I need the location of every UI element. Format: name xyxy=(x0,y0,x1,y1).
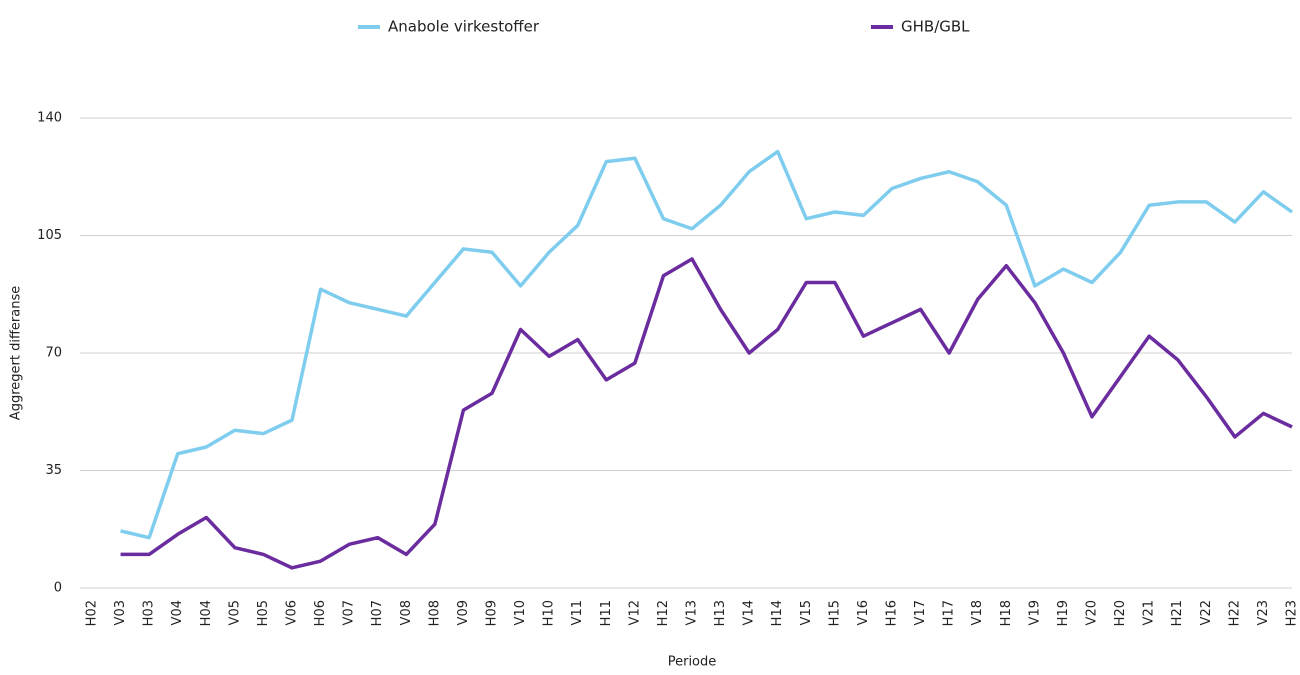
x-tick-label: V14 xyxy=(742,600,757,625)
series-line xyxy=(120,149,1294,540)
x-tick-label: H08 xyxy=(427,600,442,626)
x-tick-label: H05 xyxy=(256,600,271,626)
x-tick-label: H04 xyxy=(199,600,214,626)
y-tick-label: 70 xyxy=(45,346,62,361)
x-tick-label: H03 xyxy=(142,600,157,626)
legend-label: Anabole virkestoffer xyxy=(388,18,540,36)
x-tick-label: H22 xyxy=(1227,600,1242,626)
x-tick-label: H13 xyxy=(713,600,728,626)
x-tick-label: V11 xyxy=(570,600,585,625)
x-tick-label: H07 xyxy=(370,600,385,626)
x-tick-label: V06 xyxy=(285,600,300,625)
x-tick-label: H16 xyxy=(885,600,900,626)
x-tick-label: H19 xyxy=(1056,600,1071,626)
x-tick-label: H21 xyxy=(1170,600,1185,626)
x-tick-label: V19 xyxy=(1027,600,1042,625)
x-tick-label: H09 xyxy=(485,600,500,626)
x-tick-label: V22 xyxy=(1199,600,1214,625)
x-tick-label: H17 xyxy=(942,600,957,626)
x-tick-label: H14 xyxy=(770,600,785,626)
x-tick-label: V12 xyxy=(627,600,642,625)
x-tick-label: H20 xyxy=(1113,600,1128,626)
x-tick-label: V23 xyxy=(1256,600,1271,625)
x-tick-label: V21 xyxy=(1142,600,1157,625)
y-tick-label: 105 xyxy=(37,228,62,243)
x-tick-label: H23 xyxy=(1285,600,1300,626)
x-tick-label: V08 xyxy=(399,600,414,625)
x-tick-label: V05 xyxy=(227,600,242,625)
x-tick-label: V09 xyxy=(456,600,471,625)
x-tick-label: V13 xyxy=(685,600,700,625)
x-tick-label: H11 xyxy=(599,600,614,626)
y-tick-label: 0 xyxy=(54,581,62,596)
x-tick-label: V07 xyxy=(342,600,357,625)
x-tick-label: V10 xyxy=(513,600,528,625)
x-tick-label: V20 xyxy=(1085,600,1100,625)
x-tick-label: V16 xyxy=(856,600,871,625)
x-tick-label: H18 xyxy=(999,600,1014,626)
x-tick-label: H06 xyxy=(313,600,328,626)
x-tick-label: H10 xyxy=(542,600,557,626)
legend-label: GHB/GBL xyxy=(901,18,970,36)
y-axis-label: Aggregert differanse xyxy=(9,286,24,420)
series-line xyxy=(120,257,1293,570)
x-tick-label: V17 xyxy=(913,600,928,625)
x-tick-label: H02 xyxy=(85,600,100,626)
y-tick-label: 140 xyxy=(37,111,62,126)
x-tick-label: V03 xyxy=(113,600,128,625)
x-axis-label: Periode xyxy=(668,655,717,670)
x-tick-label: V18 xyxy=(970,600,985,625)
x-tick-label: V04 xyxy=(170,600,185,625)
x-tick-label: H15 xyxy=(827,600,842,626)
x-tick-label: V15 xyxy=(799,600,814,625)
y-tick-label: 35 xyxy=(45,463,62,478)
x-tick-label: H12 xyxy=(656,600,671,626)
